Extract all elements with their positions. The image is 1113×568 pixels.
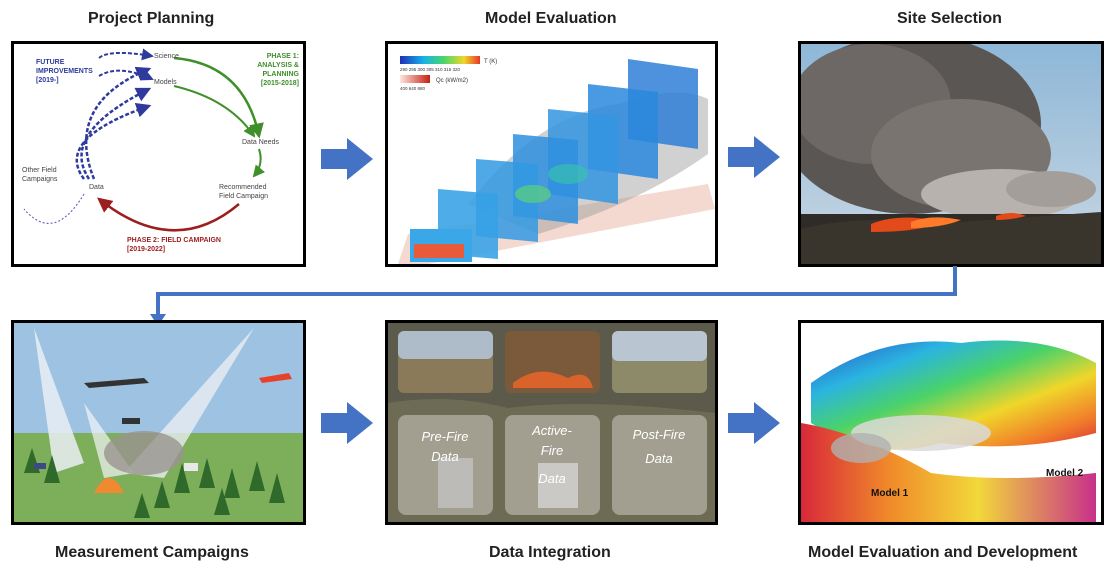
wildfire-photo — [801, 44, 1101, 264]
arrow-integration-to-model-dev — [728, 402, 780, 444]
future-line-1: FUTURE — [36, 59, 65, 66]
phase1-line-2: ANALYSIS & — [257, 62, 299, 69]
phase2-line-1: PHASE 2: FIELD CAMPAIGN — [127, 237, 221, 244]
science-label: Science — [154, 53, 179, 60]
project-planning-diagram: FUTURE IMPROVEMENTS [2019-] PHASE 1: ANA… — [22, 48, 300, 253]
arrow-planning-to-model — [321, 138, 373, 180]
phase1-line-1: PHASE 1: — [267, 53, 299, 60]
pre-fire-label-1: Pre-Fire — [422, 429, 469, 444]
measurement-campaigns-panel — [11, 320, 306, 525]
title-project-planning: Project Planning — [88, 10, 215, 27]
active-fire-label-2: Fire — [541, 443, 563, 458]
post-fire-label-2: Data — [645, 451, 672, 466]
color-legend: T (K) 290 295 300 305 310 315 320 Qc (kW… — [400, 56, 497, 91]
data-label: Data — [89, 184, 104, 191]
legend-q-label: Qc (kW/m2) — [436, 78, 468, 84]
model-evaluation-visual: T (K) 290 295 300 305 310 315 320 Qc (kW… — [388, 44, 715, 264]
legend-t-label: T (K) — [484, 59, 497, 65]
post-fire-label-1: Post-Fire — [633, 427, 686, 442]
data-integration-panel: Pre-Fire Data Active- Fire Data Post-Fir… — [385, 320, 718, 525]
legend-q-ticks: 400 640 880 — [400, 86, 426, 91]
models-label: Models — [154, 79, 177, 86]
project-planning-panel: FUTURE IMPROVEMENTS [2019-] PHASE 1: ANA… — [11, 41, 306, 267]
site-selection-panel — [798, 41, 1104, 267]
model-surfaces-visual: Model 1 Model 2 — [801, 323, 1101, 522]
arrow-site-to-measurement — [150, 266, 957, 326]
title-model-evaluation: Model Evaluation — [485, 10, 617, 27]
future-line-2: IMPROVEMENTS — [36, 68, 93, 75]
recommended-line-1: Recommended — [219, 184, 267, 191]
active-fire-label-3: Data — [538, 471, 565, 486]
model2-label: Model 2 — [1046, 468, 1084, 479]
model1-label: Model 1 — [871, 488, 909, 499]
phase1-line-3: PLANNING — [262, 71, 299, 78]
legend-t-ticks: 290 295 300 305 310 315 320 — [400, 67, 461, 72]
data-integration-visual: Pre-Fire Data Active- Fire Data Post-Fir… — [388, 323, 715, 522]
title-data-integration: Data Integration — [489, 544, 611, 561]
arrow-measurement-to-integration — [321, 402, 373, 444]
future-line-3: [2019-] — [36, 77, 59, 84]
phase1-line-4: [2015-2018] — [261, 80, 299, 87]
phase2-line-2: [2019-2022] — [127, 246, 165, 253]
data-needs-label: Data Needs — [242, 139, 279, 146]
title-measurement-campaigns: Measurement Campaigns — [55, 544, 249, 561]
title-site-selection: Site Selection — [897, 10, 1002, 27]
model-eval-dev-panel: Model 1 Model 2 — [798, 320, 1104, 525]
arrow-model-to-site — [728, 136, 780, 178]
other-line-2: Campaigns — [22, 176, 58, 183]
model-evaluation-panel: T (K) 290 295 300 305 310 315 320 Qc (kW… — [385, 41, 718, 267]
pre-fire-label-2: Data — [431, 449, 458, 464]
measurement-illustration — [14, 323, 303, 522]
other-line-1: Other Field — [22, 167, 57, 174]
title-model-eval-dev: Model Evaluation and Development — [808, 544, 1078, 561]
active-fire-label-1: Active- — [531, 423, 572, 438]
recommended-line-2: Field Campaign — [219, 193, 268, 200]
slice-planes — [410, 59, 698, 262]
